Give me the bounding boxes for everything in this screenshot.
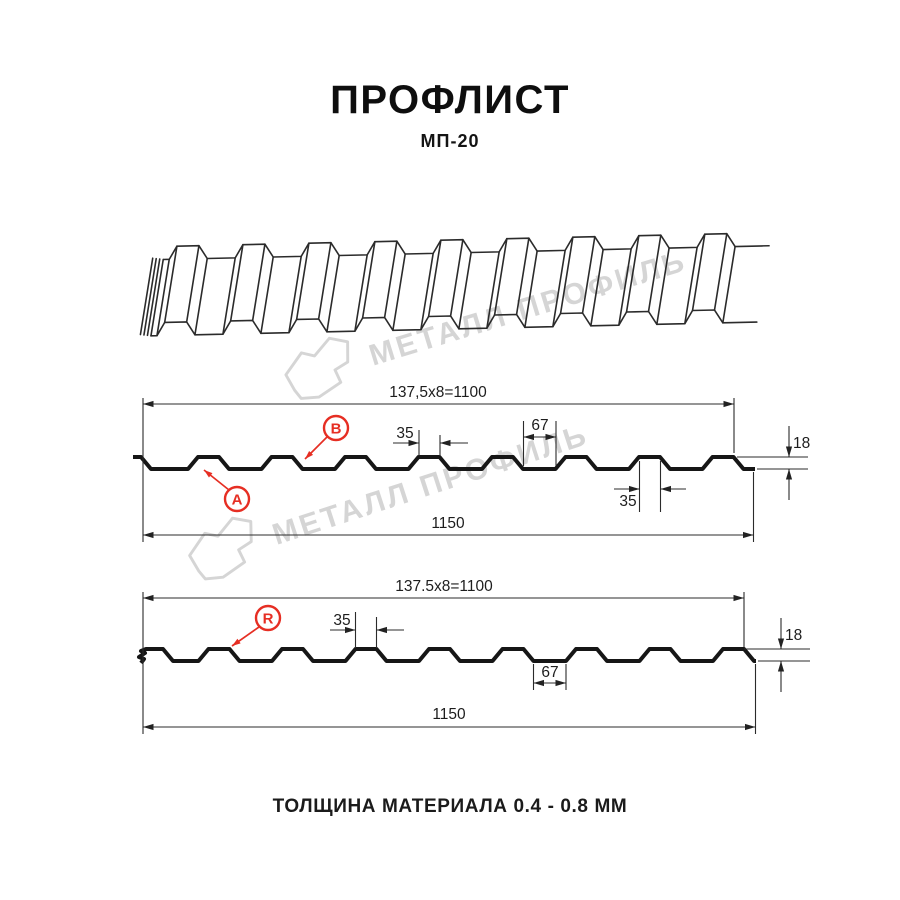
dim-valley-width: 67 xyxy=(531,417,548,434)
label-b-letter: B xyxy=(331,421,342,438)
dim-height: 18 xyxy=(785,627,802,644)
dim-rib-bottom-width: 35 xyxy=(619,493,636,510)
profile-outline xyxy=(137,647,756,665)
dim-height: 18 xyxy=(793,435,810,452)
label-r-letter: R xyxy=(263,611,274,628)
cross-section-top: 137,5x8=1100 35 67 35 1150 18 B A xyxy=(133,384,810,542)
page-title: ПРОФЛИСТ xyxy=(330,78,570,122)
sheet-back-edge xyxy=(162,232,770,261)
material-thickness-note: ТОЛЩИНА МАТЕРИАЛА 0.4 - 0.8 ММ xyxy=(272,796,628,817)
profile-model-name: МП-20 xyxy=(420,131,480,151)
dim-full-width: 1150 xyxy=(431,515,465,532)
sheet-rib-lines xyxy=(156,232,736,337)
label-side-b: B xyxy=(304,414,350,460)
label-radius-r: R xyxy=(231,604,282,647)
dim-valley-width: 67 xyxy=(541,664,558,681)
dim-rib-top-width: 35 xyxy=(396,425,413,442)
sheet-3d-drawing xyxy=(139,232,770,337)
sheet-front-edge xyxy=(150,309,758,337)
label-a-letter: A xyxy=(232,492,243,509)
sheet-cut-edge xyxy=(139,257,165,337)
dim-coverage-width: 137.5x8=1100 xyxy=(395,578,493,595)
cross-section-bottom: 137.5x8=1100 35 67 1150 18 R xyxy=(137,578,810,734)
dim-full-width: 1150 xyxy=(432,706,466,723)
dim-rib-top-width: 35 xyxy=(333,612,350,629)
label-side-a: A xyxy=(203,469,251,513)
profile-outline xyxy=(133,455,755,471)
dim-coverage-width: 137,5x8=1100 xyxy=(389,384,487,401)
